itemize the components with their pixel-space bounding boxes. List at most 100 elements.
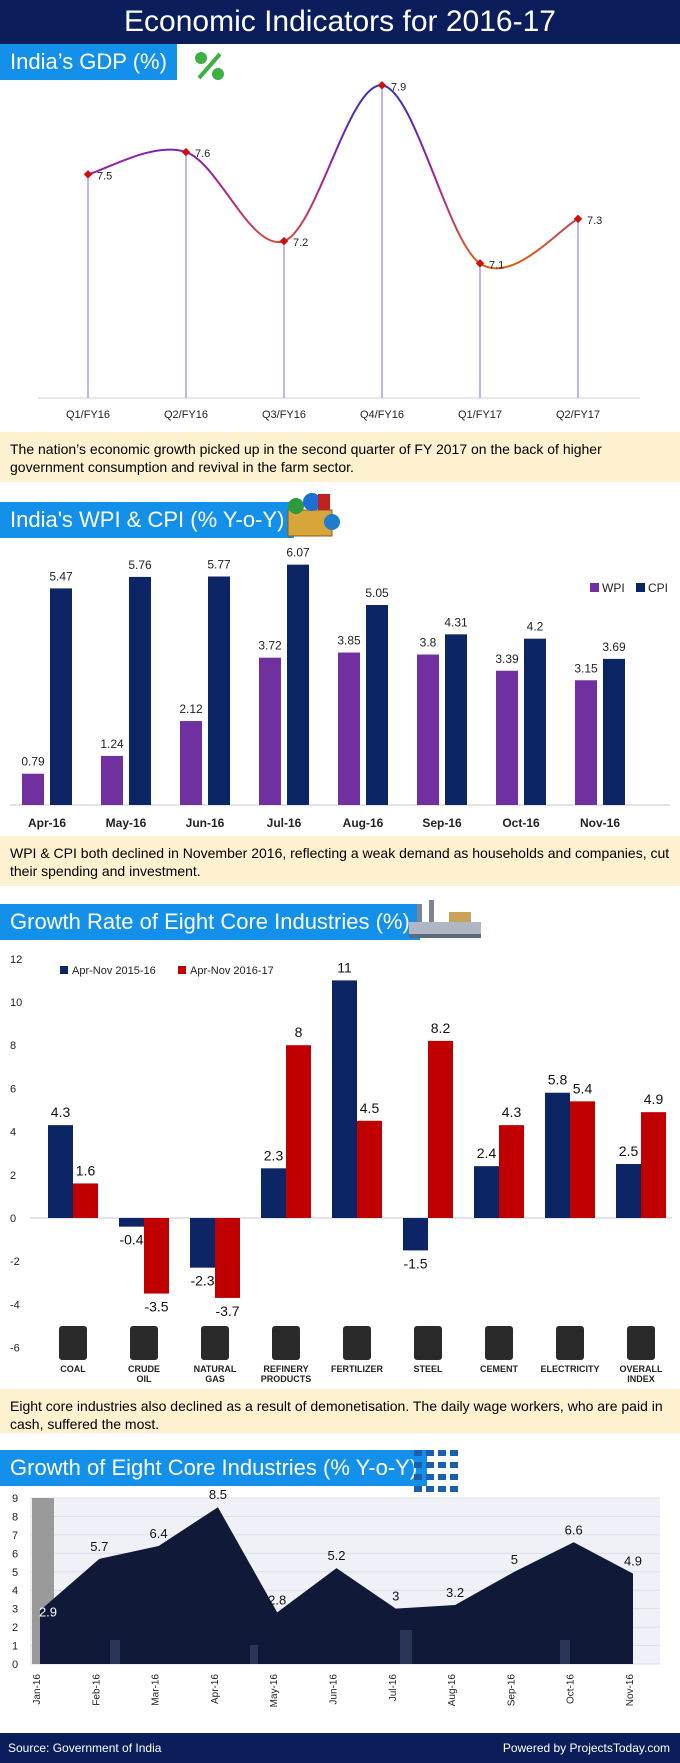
fy17-bar [570,1101,595,1218]
core-y-tick-label: 0 [10,1213,16,1225]
growth-y-tick-label: 1 [12,1641,18,1653]
fy16-legend-label: Apr-Nov 2015-16 [72,965,156,977]
cpi-value-label: 5.77 [207,558,231,572]
fy17-value-label: 4.5 [360,1100,380,1116]
cpi-value-label: 5.76 [128,558,152,572]
refinery-drop-icon [272,1326,300,1360]
growth-data-label: 6.6 [565,1522,583,1537]
growth-data-label: 2.8 [268,1592,286,1607]
fy17-bar [357,1120,382,1218]
cpi-bar [287,564,309,805]
fy17-bar [215,1218,240,1298]
growth-y-tick-label: 2 [12,1622,18,1634]
coal-cart-icon [59,1326,87,1360]
growth-y-tick-label: 6 [12,1548,18,1560]
gdp-point [475,259,485,268]
cpi-legend-label: CPI [648,581,668,595]
growth-tick-label: Jul-16 [388,1674,399,1702]
powered-by-text: Powered by ProjectsToday.com [502,1741,670,1755]
growth-data-label: 3 [392,1589,399,1604]
fy16-bar [332,980,357,1218]
fy16-bar [190,1218,215,1268]
fy17-legend-label: Apr-Nov 2016-17 [190,965,274,977]
cpi-bar [208,576,230,805]
wpi-cpi-tick-label: Apr-16 [28,816,66,830]
growth-chimney-silhouette [400,1630,412,1664]
core-category-label: COAL [60,1364,86,1374]
gdp-tick-label: Q3/FY16 [262,409,306,421]
fy16-bar [48,1125,73,1218]
wpi-value-label: 2.12 [179,702,203,716]
wpi-bar [417,654,439,805]
wpi-bar [338,652,360,805]
footer: Source: Government of India Powered by P… [0,1733,680,1763]
power-tower-icon [556,1326,584,1360]
core-category-label: CEMENT [480,1364,519,1374]
growth-section-label: Growth of Eight Core Industries (% Y-o-Y… [0,1450,428,1486]
factory-icon [405,898,485,945]
core-category-label: GAS [205,1374,225,1384]
growth-data-label: 3.2 [446,1585,464,1600]
fy16-value-label: 2.4 [477,1145,497,1161]
fy17-value-label: 1.6 [76,1162,96,1178]
steel-beams-icon [414,1326,442,1360]
fy17-bar [144,1218,169,1294]
core-section-label: Growth Rate of Eight Core Industries (%) [0,904,420,940]
growth-tick-label: Nov-16 [625,1674,636,1707]
source-text: Source: Government of India [8,1741,162,1755]
gdp-data-label: 7.2 [293,237,308,249]
growth-data-label: 6.4 [150,1526,168,1541]
cpi-value-label: 5.47 [49,569,73,583]
fy17-bar [499,1125,524,1218]
core-category-label: NATURAL [194,1364,237,1374]
fy17-bar [428,1040,453,1218]
growth-chimney-silhouette [250,1645,258,1664]
wpi-cpi-tick-label: Jul-16 [267,816,302,830]
gdp-chart: 7.5 Q1/FY16 7.6 Q2/FY16 7.2 Q3/FY16 7.9 Q4/FY16… [38,81,640,421]
fy17-bar [641,1112,666,1218]
core-y-tick-label: 6 [10,1083,16,1095]
core-category-label: CRUDE [128,1364,160,1374]
wpi-bar [22,773,44,805]
gdp-series-line [87,84,579,270]
wpi-cpi-tick-label: May-16 [106,816,147,830]
gdp-data-label: 7.9 [391,81,406,93]
core-category-label: INDEX [627,1374,655,1384]
fertilizer-bag-icon [343,1326,371,1360]
wpi-cpi-tick-label: Oct-16 [502,816,540,830]
fy16-bar [616,1164,641,1218]
core-y-tick-label: 12 [10,954,22,966]
gdp-section-label: India’s GDP (%) [0,44,177,80]
cpi-value-label: 6.07 [286,546,310,560]
fy17-bar [286,1045,311,1218]
oil-barrel-icon [130,1326,158,1360]
fy16-bar [119,1218,144,1227]
fy17-value-label: 4.9 [644,1091,664,1107]
wpi-bar [101,755,123,805]
fy16-bar [474,1166,499,1218]
wpi-bar [575,680,597,805]
gdp-data-label: 7.5 [97,170,112,182]
gas-flame-icon [201,1326,229,1360]
gdp-tick-label: Q4/FY16 [360,409,404,421]
fy16-bar [261,1168,286,1218]
growth-y-tick-label: 5 [12,1567,18,1579]
fy16-value-label: 2.3 [264,1147,284,1163]
cpi-value-label: 4.2 [527,620,544,634]
growth-data-label: 5.7 [90,1539,108,1554]
core-category-label: OVERALL [619,1364,663,1374]
core-chart: 12 10 8 6 4 2 0 -2 -4 -6 4.3 1.6 COAL -0.4 -3.5 CRUDEOI… [10,954,672,1384]
growth-tick-label: Jun-16 [329,1674,340,1705]
core-y-tick-label: -6 [10,1343,20,1355]
wpi-value-label: 3.85 [337,634,361,648]
fy17-value-label: -3.7 [215,1303,239,1319]
wpi-value-label: 3.39 [495,652,519,666]
gdp-tick-label: Q2/FY17 [556,409,600,421]
fy16-bar [545,1092,570,1218]
fy16-value-label: 11 [337,959,352,975]
growth-data-label: 5.2 [327,1548,345,1563]
fy16-value-label: -0.4 [119,1232,143,1248]
gdp-point [377,81,387,90]
core-category-label: STEEL [413,1364,443,1374]
gdp-data-label: 7.6 [195,148,210,160]
